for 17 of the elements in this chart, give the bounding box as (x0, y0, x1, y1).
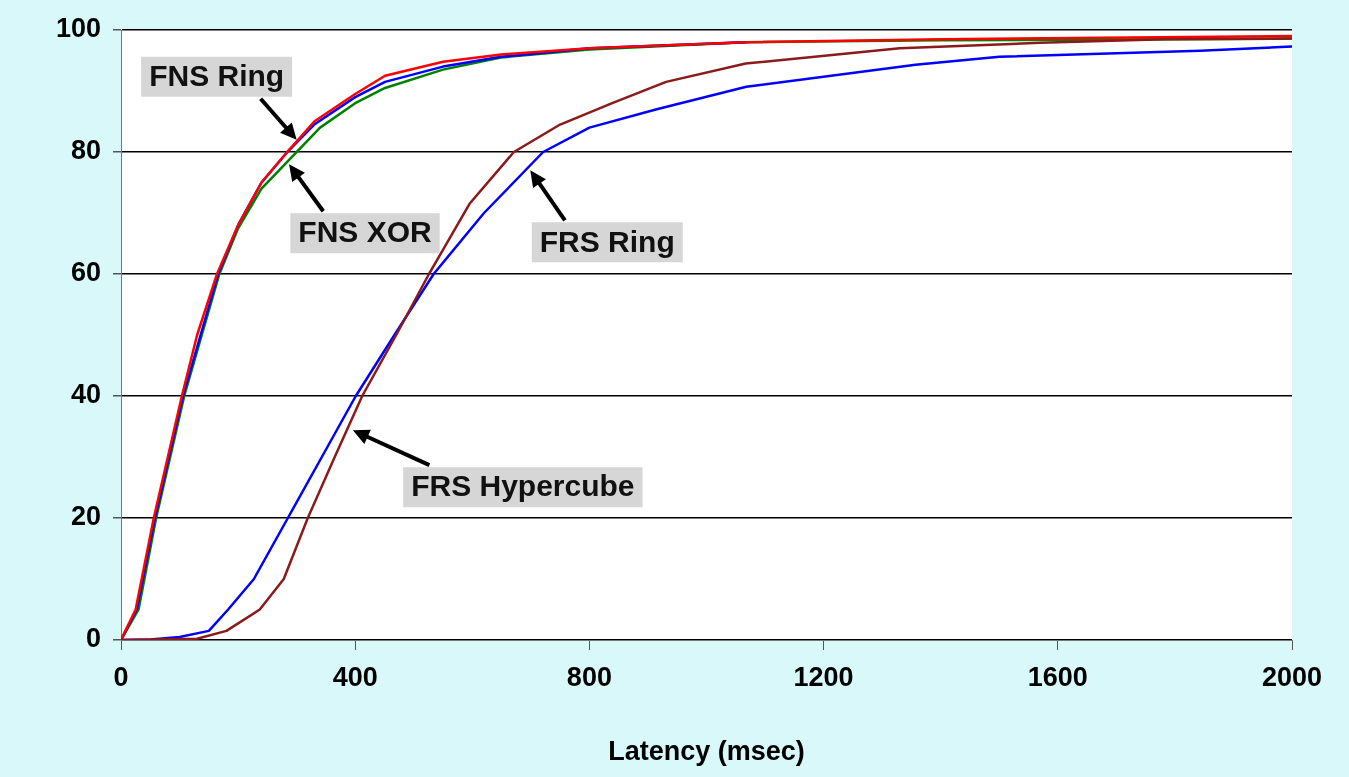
y-tick-label: 100 (55, 13, 101, 44)
annotation: FNS XOR (298, 215, 433, 249)
x-tick-label: 400 (332, 661, 378, 692)
x-tick-label: 1200 (793, 661, 854, 692)
x-tick-label: 800 (566, 661, 612, 692)
y-tick-label: 0 (85, 623, 101, 654)
x-tick-label: 1600 (1027, 661, 1088, 692)
x-tick-label: 0 (113, 661, 129, 692)
y-tick-label: 40 (70, 379, 101, 410)
x-axis-title: Latency (msec) (608, 736, 805, 767)
y-tick-label: 80 (70, 135, 101, 166)
x-tick-label: 2000 (1261, 661, 1323, 692)
annotation: FRS Hypercube (411, 469, 635, 503)
y-tick-label: 20 (70, 501, 101, 532)
y-tick-label: 60 (70, 257, 101, 288)
annotation: FRS Ring (539, 224, 675, 258)
annotation: FNS Ring (149, 59, 285, 93)
